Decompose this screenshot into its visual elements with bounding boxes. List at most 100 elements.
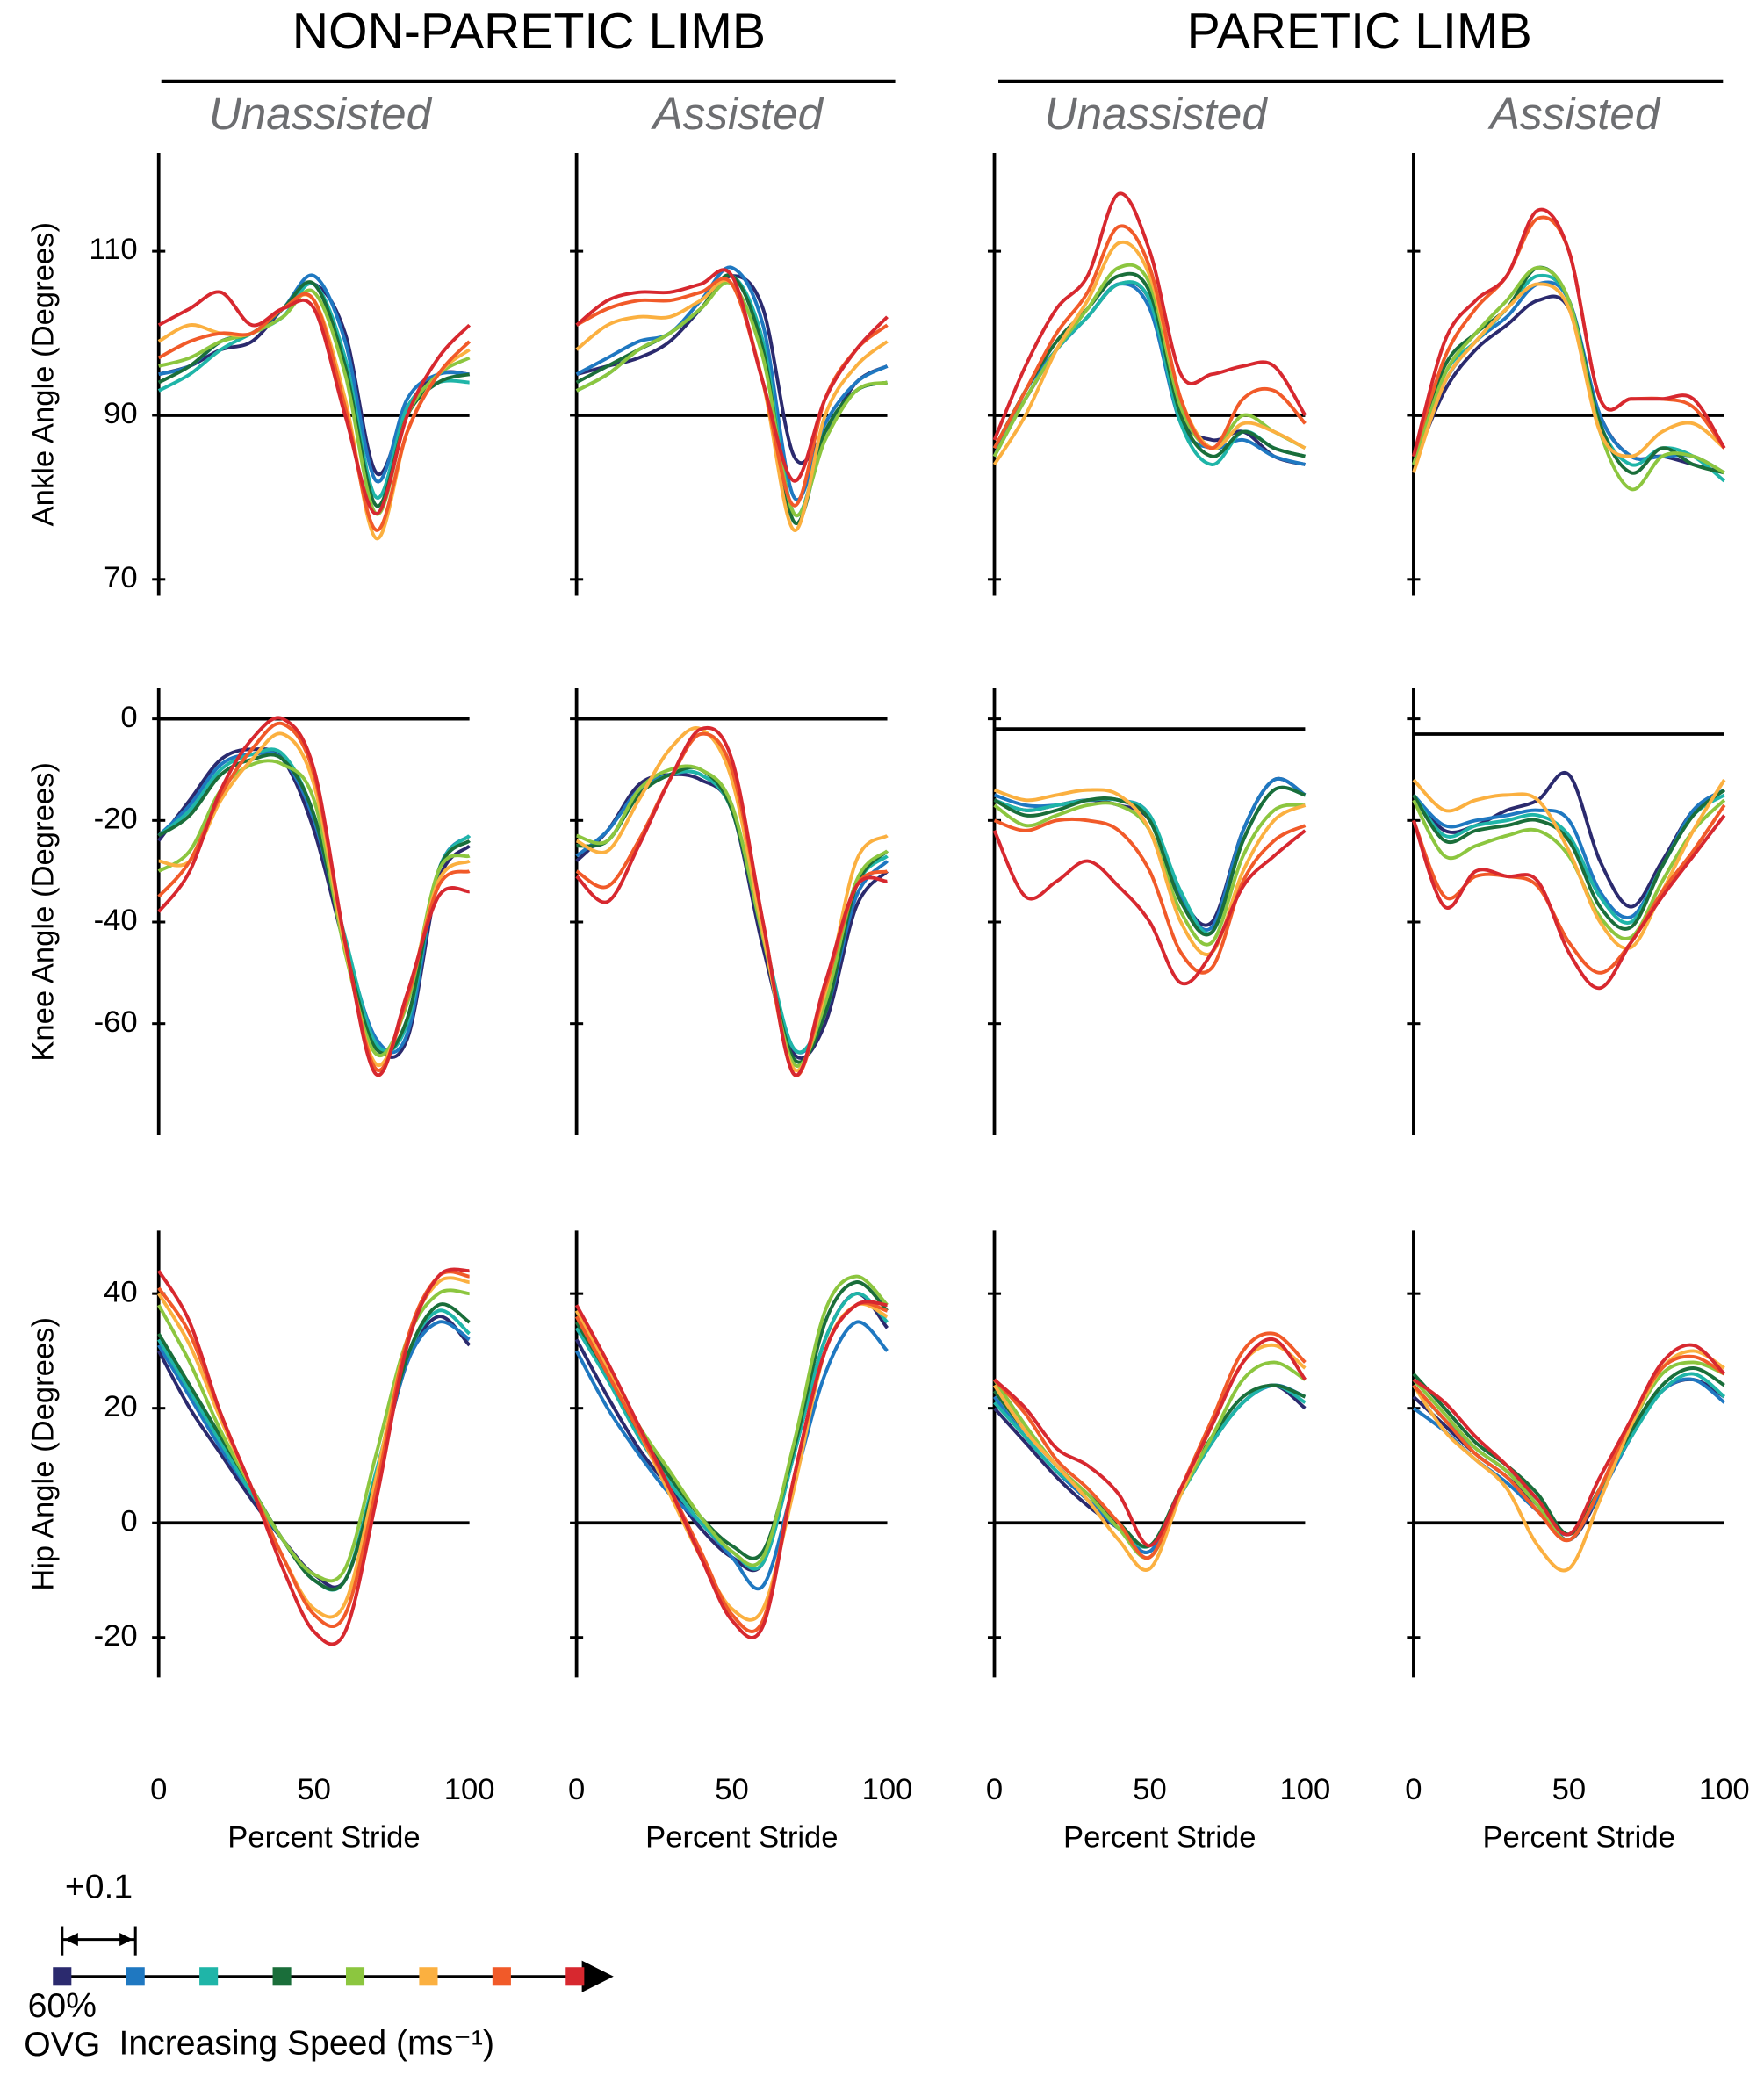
series-line <box>576 764 889 1068</box>
series-line <box>157 759 471 1057</box>
series-line <box>992 191 1307 441</box>
panel: 0 50 100 Percent Stride <box>568 1230 912 1854</box>
x-axis-label: Percent Stride <box>1063 1820 1256 1854</box>
y-axis-label: Ankle Angle (Degrees) <box>26 222 60 526</box>
y-tick-label: -60 <box>94 1005 138 1039</box>
legend-swatch <box>492 1967 511 1986</box>
series-line <box>574 1300 889 1633</box>
x-tick-label: 50 <box>1552 1773 1587 1806</box>
legend-step-label: +0.1 <box>65 1869 133 1906</box>
series-line <box>992 829 1307 986</box>
series-line <box>157 280 471 508</box>
series-line <box>575 265 889 502</box>
legend-start-label: OVG <box>24 2026 100 2064</box>
y-tick-label: 110 <box>89 233 137 266</box>
series-line <box>1412 207 1726 458</box>
series-line <box>1412 1343 1726 1537</box>
series-line <box>1412 1354 1725 1543</box>
panel: Assisted <box>1407 89 1726 596</box>
series-line <box>574 1320 889 1590</box>
y-tick-label: 20 <box>104 1390 138 1423</box>
series-line <box>1412 1377 1725 1542</box>
panel-title: Assisted <box>1487 89 1661 139</box>
series-line <box>992 240 1307 466</box>
series-line <box>993 788 1307 956</box>
panel: Unassisted <box>987 89 1307 596</box>
legend-step-head <box>64 1933 78 1947</box>
series-line <box>1412 1360 1725 1542</box>
panel: 70 90 110 Unassisted Ankle Angle (Degrees) <box>26 89 472 596</box>
series-line <box>1412 265 1725 492</box>
y-axis-label: Knee Angle (Degrees) <box>26 762 60 1062</box>
legend-swatch <box>419 1967 438 1986</box>
y-tick-label: -20 <box>94 802 138 835</box>
series-line <box>157 290 472 516</box>
legend-swatch <box>126 1967 145 1986</box>
legend-step-head <box>119 1933 133 1947</box>
x-tick-label: 0 <box>1405 1773 1422 1806</box>
series-line <box>992 224 1307 450</box>
legend-swatch <box>199 1967 219 1986</box>
y-tick-label: -20 <box>94 1619 138 1653</box>
series-line <box>1412 789 1726 931</box>
series-line <box>157 1308 471 1592</box>
panel: -60 -40 -20 0 Knee Angle (Degrees) <box>26 688 472 1135</box>
panel: -20 0 20 40 Hip Angle (Degrees) 0 50 100 Percent… <box>26 1230 495 1854</box>
y-tick-label: 0 <box>120 701 137 734</box>
y-tick-label: 40 <box>104 1275 138 1308</box>
series-line <box>1412 1372 1726 1537</box>
panel-title: Unassisted <box>1045 89 1269 139</box>
x-tick-label: 0 <box>986 1773 1003 1806</box>
series-line <box>993 1331 1307 1560</box>
series-line <box>574 1300 888 1639</box>
series-line <box>575 273 889 518</box>
panel <box>987 688 1307 1135</box>
x-axis-label: Percent Stride <box>1482 1820 1674 1854</box>
panel: 0 50 100 Percent Stride <box>986 1230 1330 1854</box>
series-line <box>992 271 1306 458</box>
series-line <box>575 280 889 518</box>
series-line <box>157 1267 470 1646</box>
panel <box>570 688 889 1135</box>
series-line <box>1412 294 1725 475</box>
series-line <box>1412 282 1726 473</box>
series-line <box>156 1315 472 1589</box>
y-tick-label: 70 <box>104 561 138 594</box>
series-line <box>993 1337 1307 1548</box>
series-line <box>575 726 889 1073</box>
series-line <box>157 1302 471 1592</box>
x-tick-label: 50 <box>297 1773 331 1806</box>
series-line <box>993 785 1307 937</box>
legend-start-label: 60% <box>28 1987 97 2025</box>
series-line <box>575 268 889 483</box>
legend-swatch <box>345 1967 365 1986</box>
series-line <box>992 282 1306 466</box>
series-line <box>157 292 472 532</box>
series-line <box>575 277 889 508</box>
legend-swatch <box>565 1967 585 1986</box>
series-line <box>993 817 1307 975</box>
legend-arrowhead <box>581 1960 614 1992</box>
y-tick-label: 0 <box>120 1504 137 1538</box>
x-axis-label: Percent Stride <box>645 1820 838 1854</box>
y-tick-label: 90 <box>104 397 138 430</box>
x-tick-label: 100 <box>862 1773 913 1806</box>
legend-axis-label: Increasing Speed (ms⁻¹) <box>119 2024 494 2062</box>
series-line <box>1412 1366 1725 1537</box>
x-axis-label: Percent Stride <box>227 1820 420 1854</box>
series-line <box>1412 778 1726 951</box>
panel-title: Assisted <box>651 89 824 139</box>
x-tick-label: 100 <box>1699 1773 1750 1806</box>
legend-swatch <box>272 1967 292 1986</box>
series-line <box>574 1301 889 1622</box>
series-line <box>992 263 1307 458</box>
series-line <box>1412 814 1726 991</box>
legend-swatch <box>53 1967 72 1986</box>
x-tick-label: 100 <box>1280 1773 1331 1806</box>
x-tick-label: 50 <box>1133 1773 1167 1806</box>
panel: Assisted <box>570 89 889 596</box>
series-line <box>1412 1377 1726 1537</box>
panel <box>1407 688 1726 1135</box>
